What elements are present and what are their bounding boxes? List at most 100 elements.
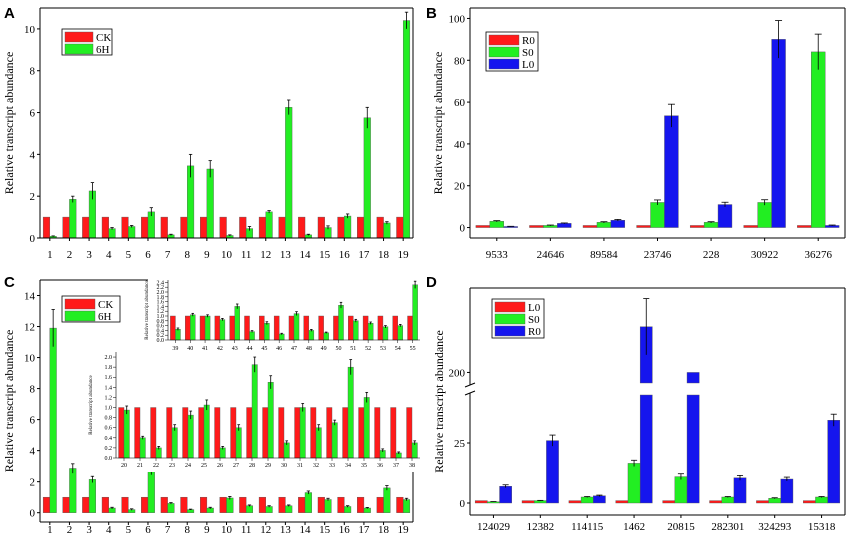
bar-6H-47: [293, 313, 300, 341]
x-tick-label: 9: [204, 524, 210, 536]
bar-R0-24646: [529, 225, 544, 228]
bar-6H-19: [402, 499, 411, 513]
x-tick-label: 20815: [667, 521, 695, 533]
bar-CK-13: [278, 216, 286, 239]
y-tick-label: 0: [460, 223, 466, 235]
bar-CK-19: [396, 216, 404, 239]
bar-CK-9: [199, 216, 208, 239]
y-axis-label: Relative transcript abundance: [432, 330, 446, 473]
bar-L0-282301: [709, 500, 722, 504]
y-tick-label: 10: [24, 353, 36, 365]
bar-CK-8: [180, 496, 188, 513]
bar-CK-53: [377, 315, 384, 341]
bar-S0-282301: [721, 496, 735, 504]
bar-6H-19: [402, 20, 411, 239]
bar-CK-23: [166, 407, 173, 459]
bar-L0-1462: [615, 500, 629, 504]
panel-d: 0 25 200 124029 12382 114115 1462 20815 282301 32…: [432, 287, 846, 533]
bar-6H-5: [128, 226, 136, 239]
x-tick-label: 15: [319, 524, 331, 536]
legend-label-6H: 6H: [96, 44, 110, 56]
panel-label-c: C: [4, 274, 15, 291]
y-tick-label: 2: [30, 477, 36, 489]
legend-label-S0: S0: [522, 47, 534, 59]
x-tick-label: 17: [358, 249, 370, 261]
bar-6H-27: [235, 427, 242, 459]
bar-R0-282301: [733, 477, 747, 504]
x-tick-label: 13: [280, 249, 292, 261]
bar-CK-1: [42, 496, 51, 513]
bar-CK-3: [82, 496, 90, 513]
x-tick-label: 9: [204, 249, 210, 261]
x-tick-label: 15: [319, 249, 331, 261]
bar-S0-1462: [627, 463, 641, 504]
y-tick-label: 12: [24, 322, 35, 334]
bar-CK-26: [214, 407, 221, 459]
x-tick-label: 25: [201, 463, 207, 469]
y-axis-label: Relative transcript abundance: [89, 375, 94, 435]
bar-CK-12: [258, 216, 266, 239]
x-tick-label: 10: [221, 249, 233, 261]
x-tick-label: 35: [361, 463, 367, 469]
legend-swatch-S0: [488, 46, 520, 58]
bar-CK-45: [259, 315, 265, 341]
y-tick-label: 2.0: [105, 355, 113, 361]
bar-L0-228: [717, 204, 733, 228]
bar-CK-7: [160, 496, 168, 513]
bar-CK-24: [182, 407, 189, 459]
x-tick-label: 6: [145, 249, 151, 261]
bar-L0-20815: [662, 500, 676, 504]
legend-label-6H: 6H: [98, 311, 112, 323]
bar-6H-43: [234, 306, 240, 341]
legend-label-CK: CK: [96, 32, 111, 44]
x-tick-label: 33: [329, 463, 335, 469]
x-tick-label: 1: [47, 249, 53, 261]
bar-R0-15318: [827, 420, 841, 504]
panel-label-a: A: [4, 5, 15, 22]
panel-c-inset-1: 0.0 0.2 0.4 0.6 0.8 1.0 1.2 1.4 1.6 1.8 2.0 20 21 22 2…: [89, 348, 422, 472]
x-tick-label: 47: [291, 346, 297, 352]
bar-6H-2: [69, 199, 77, 239]
y-tick-label: 0: [30, 508, 36, 520]
bar-6H-51: [353, 320, 359, 341]
y-tick-label: 14: [24, 291, 36, 303]
x-tick-label: 11: [241, 249, 252, 261]
x-tick-label: 5: [126, 249, 132, 261]
y-tick-label: 1.8: [105, 365, 113, 371]
bar-6H-15: [324, 499, 332, 513]
bar-R0-89584: [582, 225, 598, 228]
x-tick-label: 36276: [804, 249, 832, 261]
x-tick-label: 13: [280, 524, 292, 536]
bar-R0-20815: [686, 394, 700, 504]
y-tick-label: 25: [454, 438, 466, 450]
x-tick-label: 39: [172, 346, 178, 352]
bar-CK-18: [376, 496, 384, 513]
x-tick-label: 1: [47, 524, 53, 536]
legend-label-CK: CK: [98, 299, 113, 311]
bar-L0-30922: [771, 39, 786, 228]
x-tick-label: 7: [165, 249, 171, 261]
bar-S0-228: [703, 222, 719, 228]
bar-CK-19: [396, 496, 404, 513]
y-tick-label: 8: [30, 384, 36, 396]
x-tick-label: 9533: [486, 249, 509, 261]
x-tick-label: 40: [187, 346, 193, 352]
bar-CK-9: [199, 496, 208, 513]
bar-R0-23746: [636, 225, 651, 228]
bar-CK-3: [82, 216, 90, 239]
legend-label-S0: S0: [528, 314, 540, 326]
legend-swatch-S0: [494, 313, 526, 325]
x-tick-label: 43: [232, 346, 238, 352]
bar-R0-324293: [780, 478, 794, 504]
x-tick-label: 24: [185, 463, 191, 469]
bar-CK-7: [160, 216, 168, 239]
x-tick-label: 18: [378, 524, 390, 536]
y-tick-label: 10: [24, 24, 36, 36]
y-tick-label: 6: [30, 108, 36, 120]
x-tick-label: 17: [358, 524, 370, 536]
y-tick-label: 20: [454, 181, 466, 193]
bar-R0-30922: [743, 225, 758, 228]
bar-S0-89584: [596, 222, 612, 228]
y-tick-label: 80: [454, 55, 466, 67]
